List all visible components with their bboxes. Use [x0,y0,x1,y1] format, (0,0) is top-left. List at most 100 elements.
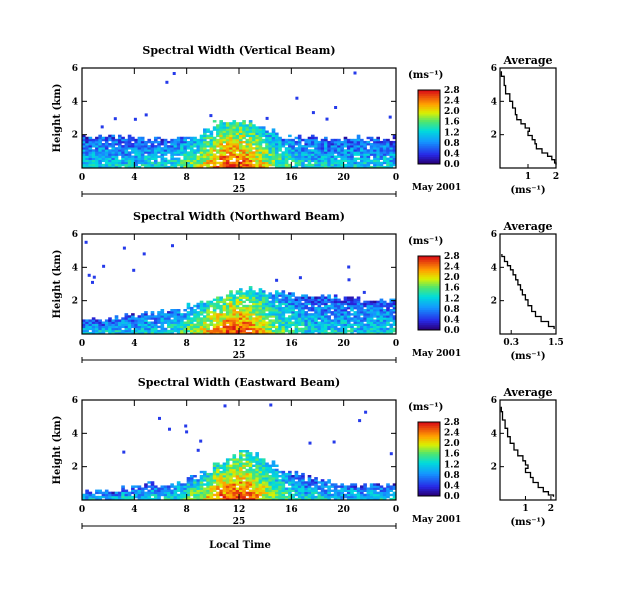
heatmap-cell [91,329,96,333]
heatmap-cell [101,159,106,163]
heatmap-cell [288,323,292,327]
heatmap-cell [291,140,295,144]
heatmap-cell [288,319,292,322]
heatmap-cell [278,157,282,161]
heatmap-cell [248,159,253,163]
colorbar-segment [418,125,440,128]
heatmap-cell [176,483,181,486]
colorbar-segment [418,440,440,443]
heatmap-cell [261,323,266,327]
heatmap-cell [297,323,302,327]
heatmap-cell [356,140,361,144]
heatmap-cell [392,163,397,167]
heatmap-cell [242,450,246,453]
heatmap-cell [386,302,390,306]
heatmap-cell [310,321,315,324]
heatmap-cell [274,134,279,138]
heatmap-cell [157,489,161,493]
heatmap-cell [176,313,181,316]
heatmap-cell [379,153,384,156]
heatmap-cell [274,481,279,484]
heatmap-cell [225,143,230,146]
heatmap-cell [219,140,223,144]
heatmap-cell [265,132,269,136]
heatmap-cell [117,145,122,148]
heatmap-cell [85,163,89,167]
heatmap-cell [176,309,181,312]
heatmap-cell [248,306,253,310]
heatmap-cell [392,306,397,310]
heatmap-cell [288,145,292,148]
heatmap-cell [265,462,269,465]
heatmap-cell [235,122,240,125]
heatmap-cell [392,161,397,165]
heatmap-cell [225,470,230,474]
heatmap-cell [343,329,348,333]
heatmap-cell [327,497,331,501]
heatmap-cell [98,323,102,327]
heatmap-cell [225,331,230,335]
heatmap-cell [219,464,223,468]
heatmap-cell [232,462,237,465]
heatmap-cell [320,153,325,156]
heatmap-cell [271,470,276,474]
heatmap-cell [216,296,220,299]
heatmap-cell [88,497,93,501]
heatmap-cell [350,298,354,302]
heatmap-cell [317,153,322,156]
heatmap-cell [261,477,266,480]
heatmap-cell [346,317,351,320]
heatmap-cell [369,300,374,304]
heatmap-cell [265,298,269,302]
heatmap-cell [261,292,266,295]
heatmap-cell [307,327,312,331]
heatmap-cell [183,483,188,486]
heatmap-cell [261,331,266,335]
heatmap-cell [212,329,217,333]
heatmap-cell [314,298,318,302]
heatmap-cell [340,317,345,320]
heatmap-cell [265,136,269,140]
heatmap-cell [363,159,367,163]
heatmap-cell [121,317,125,320]
heatmap-cell [216,497,220,501]
heatmap-cell [301,491,305,495]
heatmap-cell [114,161,119,165]
heatmap-cell [153,489,158,493]
heatmap-cell [160,163,165,167]
heatmap-cell [373,487,377,490]
heatmap-cell [225,159,230,163]
heatmap-cell [85,138,89,142]
heatmap-cell [297,304,302,308]
heatmap-cell [163,487,168,490]
heatmap-cell [386,311,390,314]
heatmap-cell [216,317,220,320]
heatmap-cell [127,151,132,154]
heatmap-cell [108,497,112,501]
heatmap-cell [229,479,233,482]
heatmap-cell [104,489,109,493]
heatmap-cell [373,161,377,165]
heatmap-cell [235,319,240,322]
heatmap-cell [376,497,380,501]
heatmap-cell [271,472,276,476]
heatmap-cell [189,329,194,333]
heatmap-cell [189,136,194,140]
heatmap-cell [239,321,243,324]
heatmap-cell [382,161,387,165]
colorbar-segment [418,427,440,430]
heatmap-cell [131,149,135,152]
heatmap-cell [98,136,102,140]
heatmap-cell [95,491,99,495]
heatmap-cell [389,489,394,493]
heatmap-cell [337,143,341,146]
heatmap-cell [307,477,312,480]
heatmap-cell [376,306,380,310]
heatmap-cell [366,329,371,333]
colorbar-segment [418,422,440,425]
heatmap-cell [350,296,354,299]
heatmap-cell [268,134,273,138]
heatmap-cell [363,143,367,146]
heatmap-cell [219,130,223,133]
colorbar-segment [418,261,440,264]
